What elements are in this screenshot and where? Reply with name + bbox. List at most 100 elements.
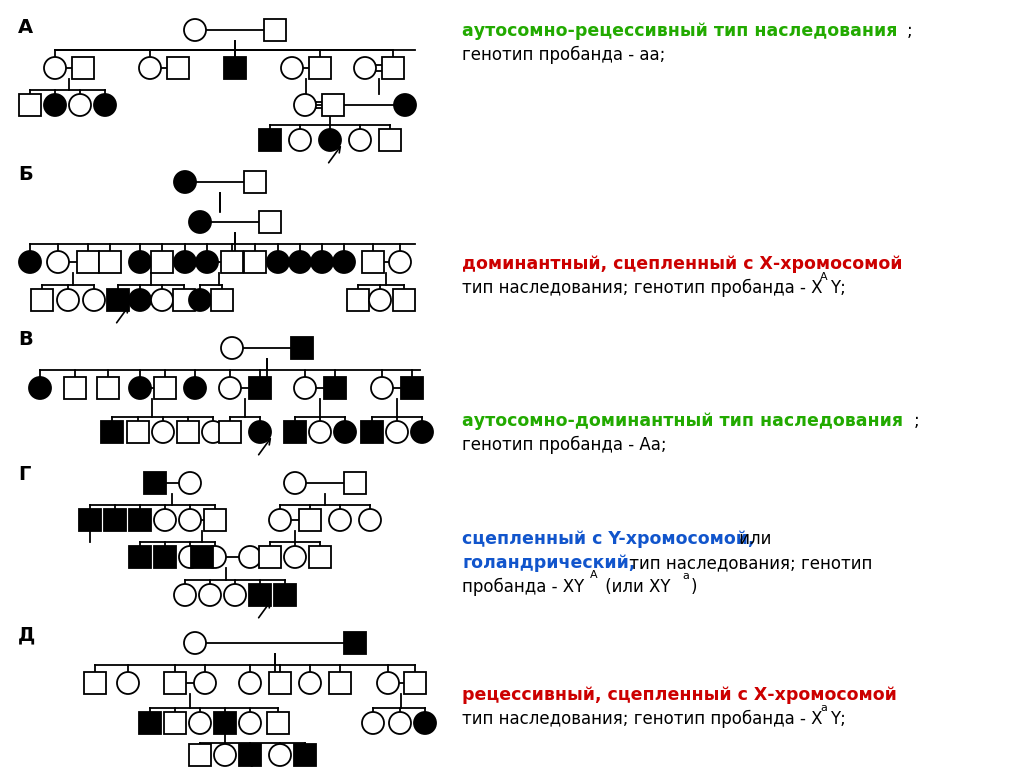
- Text: А: А: [18, 18, 33, 37]
- Circle shape: [309, 421, 331, 443]
- Circle shape: [369, 289, 391, 311]
- Circle shape: [152, 421, 174, 443]
- Circle shape: [196, 251, 218, 273]
- Bar: [139, 712, 161, 734]
- Circle shape: [294, 94, 316, 116]
- Text: голандрический,: голандрический,: [462, 554, 635, 572]
- Text: рецессивный, сцепленный с Х-хромосомой: рецессивный, сцепленный с Х-хромосомой: [462, 686, 897, 704]
- Text: аутосомно-доминантный тип наследования: аутосомно-доминантный тип наследования: [462, 412, 903, 430]
- Bar: [144, 472, 166, 494]
- Circle shape: [202, 421, 224, 443]
- Circle shape: [174, 251, 196, 273]
- Text: тип наследования; генотип пробанда - Х: тип наследования; генотип пробанда - Х: [462, 279, 822, 298]
- Circle shape: [129, 251, 151, 273]
- Bar: [211, 289, 233, 311]
- Bar: [249, 584, 271, 606]
- Bar: [191, 546, 213, 568]
- Bar: [401, 377, 423, 399]
- Text: а: а: [820, 703, 826, 713]
- Circle shape: [311, 251, 333, 273]
- Circle shape: [334, 421, 356, 443]
- Bar: [299, 509, 321, 531]
- Bar: [379, 129, 401, 151]
- Circle shape: [129, 377, 151, 399]
- Circle shape: [294, 377, 316, 399]
- Circle shape: [289, 251, 311, 273]
- Bar: [221, 251, 243, 273]
- Bar: [294, 744, 316, 766]
- Circle shape: [189, 211, 211, 233]
- Bar: [164, 672, 186, 694]
- Circle shape: [44, 57, 66, 79]
- Circle shape: [249, 421, 271, 443]
- Bar: [264, 19, 286, 41]
- Circle shape: [333, 251, 355, 273]
- Bar: [129, 546, 151, 568]
- Bar: [324, 377, 346, 399]
- Circle shape: [299, 672, 321, 694]
- Circle shape: [174, 171, 196, 193]
- Circle shape: [44, 94, 66, 116]
- Circle shape: [389, 251, 411, 273]
- Circle shape: [151, 289, 173, 311]
- Bar: [239, 744, 261, 766]
- Bar: [101, 421, 123, 443]
- Text: доминантный, сцепленный с Х-хромосомой: доминантный, сцепленный с Х-хромосомой: [462, 255, 902, 273]
- Text: генотип пробанда - аа;: генотип пробанда - аа;: [462, 46, 666, 64]
- Text: В: В: [18, 330, 33, 349]
- Bar: [267, 712, 289, 734]
- Bar: [393, 289, 415, 311]
- Text: ;: ;: [907, 22, 912, 40]
- Text: генотип пробанда - Аа;: генотип пробанда - Аа;: [462, 436, 667, 454]
- Bar: [249, 377, 271, 399]
- Circle shape: [269, 509, 291, 531]
- Circle shape: [29, 377, 51, 399]
- Circle shape: [377, 672, 399, 694]
- Circle shape: [174, 584, 196, 606]
- Bar: [382, 57, 404, 79]
- Bar: [204, 509, 226, 531]
- Text: Г: Г: [18, 465, 31, 484]
- Circle shape: [94, 94, 116, 116]
- Circle shape: [354, 57, 376, 79]
- Bar: [173, 289, 195, 311]
- Circle shape: [184, 19, 206, 41]
- Bar: [224, 57, 246, 79]
- Bar: [259, 546, 281, 568]
- Circle shape: [69, 94, 91, 116]
- Bar: [274, 584, 296, 606]
- Bar: [77, 251, 99, 273]
- Bar: [63, 377, 86, 399]
- Bar: [284, 421, 306, 443]
- Circle shape: [179, 546, 201, 568]
- Text: аутосомно-рецессивный тип наследования: аутосомно-рецессивный тип наследования: [462, 22, 897, 40]
- Text: ;: ;: [914, 412, 920, 430]
- Bar: [404, 672, 426, 694]
- Circle shape: [284, 546, 306, 568]
- Circle shape: [204, 546, 226, 568]
- Bar: [19, 94, 41, 116]
- Circle shape: [281, 57, 303, 79]
- Circle shape: [47, 251, 69, 273]
- Circle shape: [83, 289, 105, 311]
- Text: пробанда - ХY: пробанда - ХY: [462, 578, 585, 596]
- Circle shape: [194, 672, 216, 694]
- Bar: [31, 289, 53, 311]
- Circle shape: [289, 129, 311, 151]
- Bar: [309, 546, 331, 568]
- Circle shape: [117, 672, 139, 694]
- Bar: [79, 509, 101, 531]
- Circle shape: [269, 744, 291, 766]
- Bar: [244, 171, 266, 193]
- Text: ): ): [691, 578, 697, 596]
- Bar: [104, 509, 126, 531]
- Text: Б: Б: [18, 165, 33, 184]
- Circle shape: [221, 337, 243, 359]
- Circle shape: [224, 584, 246, 606]
- Text: А: А: [590, 570, 598, 580]
- Text: а: а: [682, 571, 689, 581]
- Circle shape: [284, 472, 306, 494]
- Bar: [177, 421, 199, 443]
- Bar: [344, 472, 366, 494]
- Circle shape: [239, 712, 261, 734]
